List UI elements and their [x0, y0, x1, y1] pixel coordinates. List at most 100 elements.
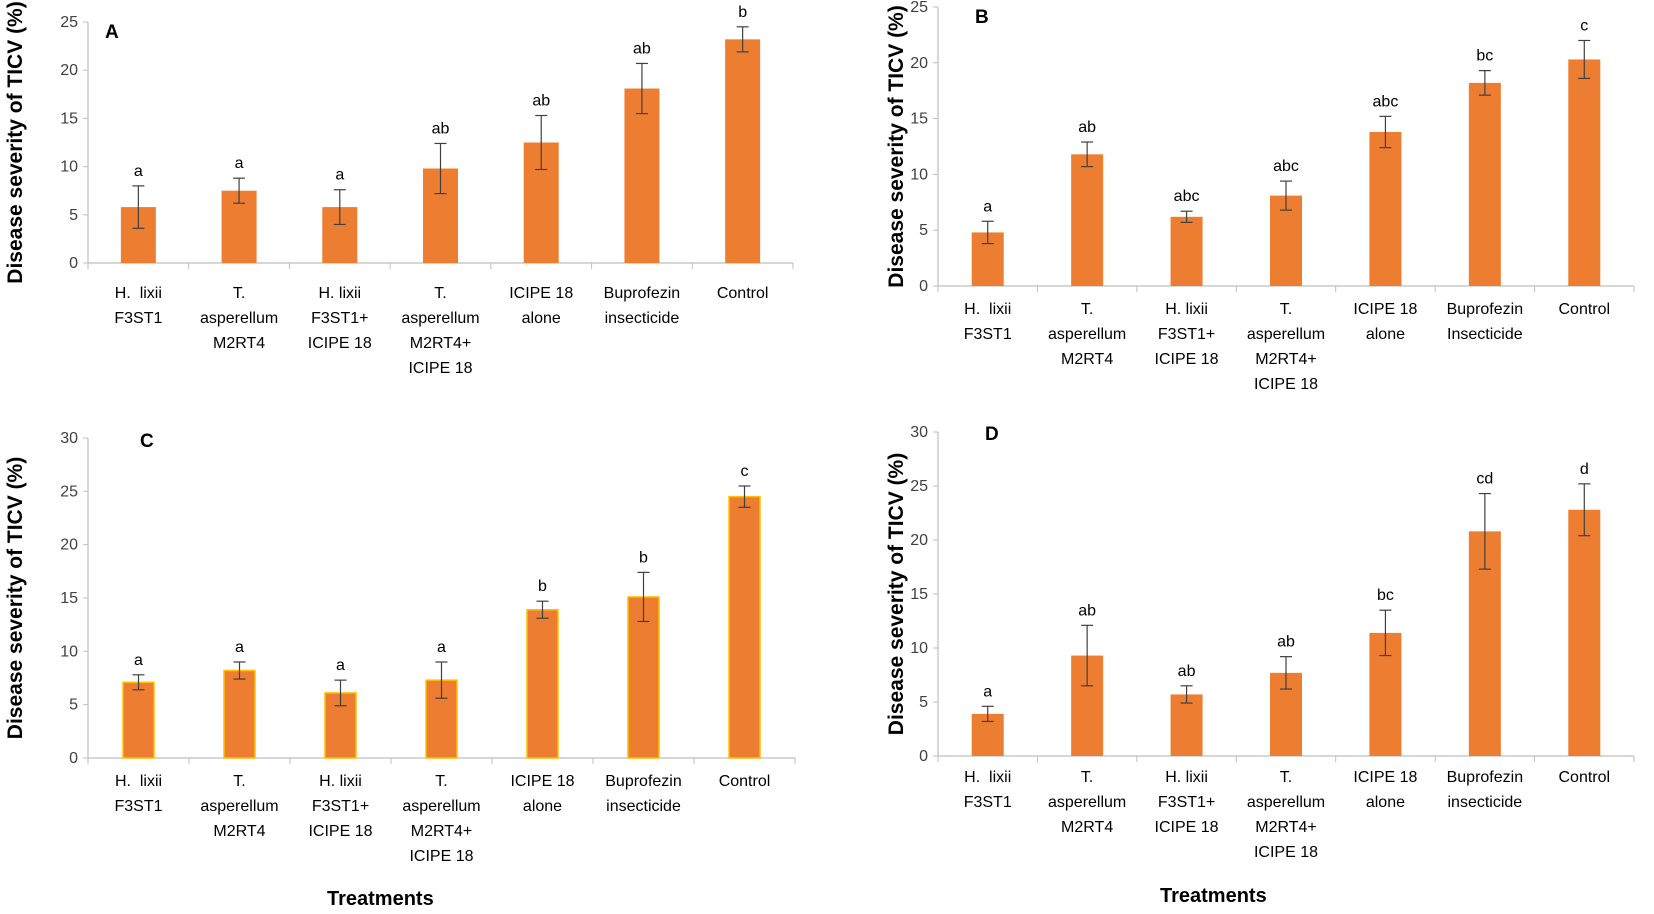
panel-b-ytick-label: 0	[919, 278, 928, 295]
panel-a-category-line: H. lixii	[115, 285, 162, 302]
panel-d-category-label: Control	[1558, 769, 1610, 786]
panel-b-category-line: H. lixii	[964, 301, 1011, 318]
panel-b-category-line: H. lixii	[1165, 301, 1208, 318]
panel-b-category-line: T.	[1280, 301, 1292, 318]
panel-c-ytick-label: 30	[60, 430, 78, 447]
panel-b-ytick-label: 20	[910, 55, 928, 72]
panel-a-category-line: F3ST1+	[311, 310, 368, 327]
panel-d-category-line: asperellum	[1247, 794, 1325, 811]
x-axis-title-right: Treatments	[1160, 885, 1267, 907]
panel-a-significance-letter: ab	[532, 93, 550, 110]
panel-c-category-line: alone	[523, 798, 562, 815]
panel-d-category-line: F3ST1	[964, 794, 1012, 811]
panel-a-category-label: H. lixii F3ST1+ ICIPE 18	[308, 285, 372, 352]
panel-a-category-line: asperellum	[200, 310, 278, 327]
panel-b-significance-letter: c	[1580, 17, 1588, 34]
panel-b-category-label: T. asperellum M2RT4	[1048, 301, 1126, 368]
panel-a-bar	[725, 39, 761, 263]
panel-a-ytick-label: 20	[60, 62, 78, 79]
panel-c-category-line: ICIPE 18	[510, 773, 574, 790]
panel-a-category-line: M2RT4	[213, 335, 265, 352]
panel-b-ytick-label: 25	[910, 0, 928, 16]
panel-b-significance-letter: ab	[1078, 119, 1096, 136]
panel-d-category-label: ICIPE 18 alone	[1353, 769, 1417, 811]
panel-c-category-line: M2RT4	[213, 823, 265, 840]
panel-b-bar	[1568, 59, 1601, 287]
panel-b-category-line: ICIPE 18	[1155, 351, 1219, 368]
panel-a-ytick-label: 25	[60, 14, 78, 31]
panel-a-significance-letter: b	[738, 4, 747, 21]
panel-b-significance-letter: a	[983, 198, 992, 215]
panel-c-category-line: ICIPE 18	[409, 848, 473, 865]
panel-d-category-line: F3ST1+	[1158, 794, 1215, 811]
panel-d-category-line: Buprofezin	[1447, 769, 1524, 786]
panel-b-category-line: Buprofezin	[1447, 301, 1524, 318]
panel-b-category-line: alone	[1366, 326, 1405, 343]
panel-c-bar	[223, 669, 256, 759]
panel-d-category-line: ICIPE 18	[1254, 844, 1318, 861]
panel-c-category-line: T.	[435, 773, 447, 790]
panel-d-category-line: alone	[1366, 794, 1405, 811]
panel-c-category-line: M2RT4+	[411, 823, 473, 840]
panel-b-significance-letter: abc	[1174, 188, 1200, 205]
panel-a-letter: A	[105, 22, 119, 43]
panel-c-category-label: Buprofezin insecticide	[605, 773, 682, 815]
panel-a-ytick-label: 10	[60, 159, 78, 176]
panel-d-significance-letter: ab	[1178, 663, 1196, 680]
panel-b-category-line: F3ST1	[964, 326, 1012, 343]
panel-c-category-line: Buprofezin	[605, 773, 682, 790]
panel-b-bar	[1468, 82, 1501, 286]
panel-c-category-line: F3ST1+	[312, 798, 369, 815]
panel-c-bar	[627, 596, 660, 759]
panel-d-category-line: M2RT4	[1061, 819, 1113, 836]
panel-c-ytick-label: 0	[69, 750, 78, 767]
panel-b-category-label: Control	[1558, 301, 1610, 318]
panel-b-ytick-label: 10	[910, 166, 928, 183]
panel-c-svg: 0 5 10 15 20 25 30 Disease severity of TICV (%)…	[4, 430, 796, 865]
panel-d-bar	[1170, 694, 1203, 756]
panel-c-bar	[526, 608, 559, 759]
panel-b-category-line: ICIPE 18	[1254, 376, 1318, 393]
panel-c-significance-letter: c	[741, 463, 749, 480]
panel-a-category-line: F3ST1	[114, 310, 162, 327]
panel-a-category-line: alone	[522, 310, 561, 327]
panel-a-category-label: T. asperellum M2RT4+ ICIPE 18	[401, 285, 479, 377]
panel-c-category-line: T.	[233, 773, 245, 790]
panel-d-ytick-label: 5	[919, 694, 928, 711]
panel-c-category-label: T. asperellum M2RT4+ ICIPE 18	[402, 773, 480, 865]
panel-c-category-label: Control	[719, 773, 771, 790]
panel-b-significance-letter: abc	[1373, 93, 1399, 110]
panel-a-significance-letter: a	[134, 163, 143, 180]
panel-d-bar	[1568, 509, 1601, 756]
panel-c-category-label: H. lixii F3ST1	[114, 773, 162, 815]
panel-a-category-label: H. lixii F3ST1	[114, 285, 162, 327]
panel-a-bar	[624, 88, 660, 264]
panel-a-category-line: ICIPE 18	[308, 335, 372, 352]
panel-a-category-line: T.	[434, 285, 446, 302]
panel-b-category-line: Control	[1558, 301, 1610, 318]
panel-c-category-line: F3ST1	[114, 798, 162, 815]
panel-d-significance-letter: bc	[1377, 587, 1394, 604]
panel-c-y-axis-title: Disease severity of TICV (%)	[4, 457, 27, 739]
panel-c-category-line: asperellum	[200, 798, 278, 815]
panel-c-significance-letter: a	[336, 657, 345, 674]
panel-b-category-line: Insecticide	[1447, 326, 1523, 343]
panel-b-category-line: asperellum	[1247, 326, 1325, 343]
panel-b-significance-letter: bc	[1476, 48, 1493, 65]
panel-d-ytick-label: 15	[910, 586, 928, 603]
panel-a-category-label: Control	[717, 285, 769, 302]
panel-d-significance-letter: cd	[1476, 471, 1493, 488]
panel-c-category-line: H. lixii	[319, 773, 362, 790]
panel-d-category-label: H. lixii F3ST1+ ICIPE 18	[1155, 769, 1219, 836]
panel-a-category-label: T. asperellum M2RT4	[200, 285, 278, 352]
panel-c-significance-letter: a	[235, 639, 244, 656]
panel-d-chart: 0 5 10 15 20 25 30 Disease severity of TICV (%)…	[870, 415, 1654, 885]
panel-d-category-line: asperellum	[1048, 794, 1126, 811]
panel-a-category-line: ICIPE 18	[509, 285, 573, 302]
panel-b-category-line: asperellum	[1048, 326, 1126, 343]
panel-b-ytick-label: 5	[919, 222, 928, 239]
panel-d-y-axis-title: Disease severity of TICV (%)	[885, 453, 908, 735]
panel-a-category-line: ICIPE 18	[408, 360, 472, 377]
